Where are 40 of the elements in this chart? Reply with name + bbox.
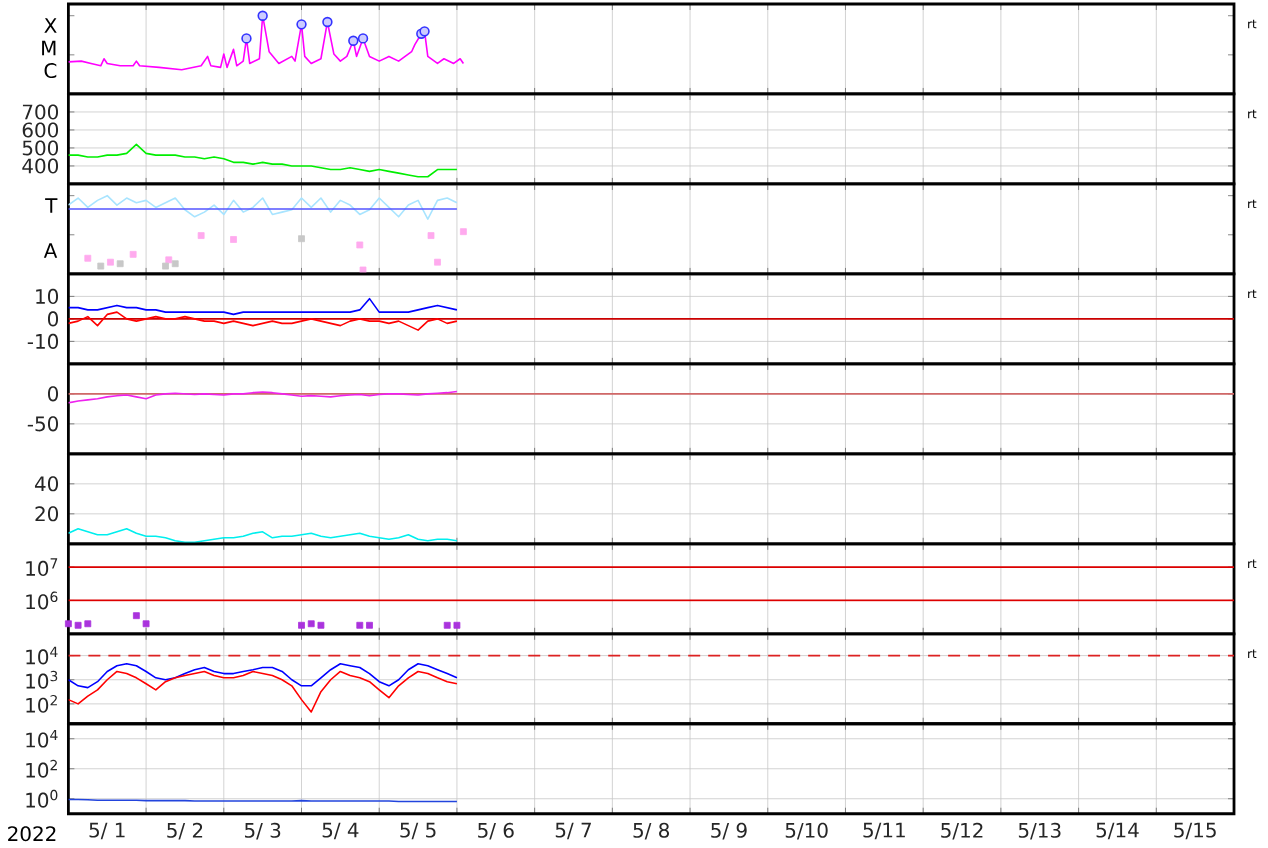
x-tick-label: 5/ 1	[89, 822, 125, 840]
y-tick-label: 700	[22, 104, 59, 120]
text: C	[44, 63, 57, 79]
y-tick-label: 20	[35, 506, 59, 522]
x-tick-label: 5/ 5	[400, 822, 436, 840]
x-tick-label: 5/ 4	[322, 822, 359, 840]
x-tick-label: 5/15	[1174, 822, 1216, 840]
x-tick-label: 5/ 3	[244, 822, 281, 840]
text: T	[45, 198, 58, 213]
x-tick-label: 5/ 2	[167, 822, 203, 840]
y-tick-label: 500	[22, 140, 59, 156]
x-tick-label: 5/ 9	[711, 822, 747, 840]
y-tick-label: 10	[36, 288, 59, 304]
text: X	[44, 18, 57, 33]
text: A	[43, 243, 58, 258]
y-tick-label: 10$^{4}$	[26, 646, 58, 665]
y-tick-label: 40	[34, 476, 59, 492]
y-tick-label: 0	[47, 311, 59, 327]
y-tick-label: 10$^{2}$	[26, 694, 57, 713]
x-tick-label: 5/12	[941, 822, 983, 840]
x-tick-label: 5/ 6	[478, 822, 514, 840]
text: 2022	[8, 826, 56, 842]
x-tick-label: 5/14	[1096, 822, 1139, 840]
y-tick-label: 10$^{0}$	[26, 789, 58, 808]
y-tick-label: 10$^{3}$	[26, 670, 58, 689]
x-tick-label: 5/10	[785, 822, 828, 840]
y-tick-label: 10$^{7}$	[26, 558, 58, 576]
x-tick-label: 5/ 7	[555, 822, 591, 840]
y-tick-label: 400	[22, 158, 59, 174]
y-tick-label: 10$^{2}$	[26, 759, 57, 778]
text: M	[42, 40, 56, 56]
x-tick-label: 5/13	[1018, 822, 1061, 840]
y-tick-label: 10$^{4}$	[26, 729, 58, 748]
y-tick-label: -10	[27, 333, 59, 349]
x-tick-label: 5/ 8	[633, 822, 670, 840]
y-tick-label: 10$^{6}$	[26, 591, 58, 610]
y-tick-label: 600	[22, 122, 59, 138]
y-tick-label: -50	[27, 416, 59, 432]
x-tick-label: 5/11	[863, 822, 905, 840]
y-tick-label: 0	[47, 386, 59, 402]
